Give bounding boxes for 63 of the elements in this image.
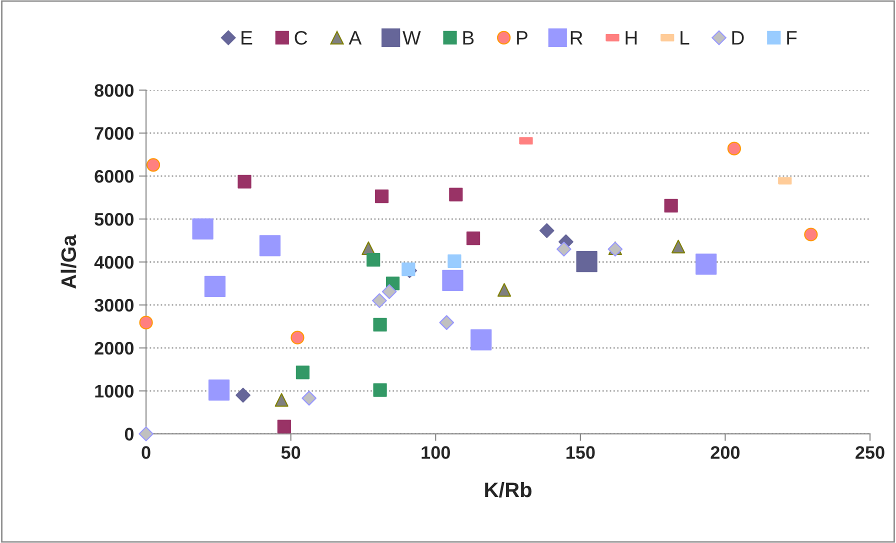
y-tick-label: 4000: [94, 256, 134, 269]
point: [192, 218, 214, 240]
y-tick-label: 7000: [94, 127, 134, 140]
point: [236, 388, 250, 403]
x-tick-label: 50: [281, 446, 300, 459]
point: [497, 283, 512, 297]
legend-label: H: [626, 31, 637, 45]
point: [259, 235, 281, 256]
point: [204, 276, 226, 298]
point: [374, 189, 389, 204]
legend-label: E: [242, 31, 252, 45]
legend-label: A: [348, 31, 362, 45]
x-tick-label: 200: [710, 446, 740, 459]
point: [696, 254, 717, 275]
point: [439, 315, 454, 330]
point: [470, 329, 492, 350]
point: [366, 253, 380, 267]
point: [664, 198, 678, 213]
legend-label: W: [402, 31, 421, 45]
point: [442, 270, 464, 292]
point: [138, 426, 154, 442]
point: [539, 223, 554, 238]
point: [372, 293, 387, 308]
x-tick-label: 150: [566, 446, 595, 459]
point: [302, 390, 317, 406]
point: [296, 366, 310, 380]
point: [672, 240, 686, 254]
y-axis-title: Al/Ga: [60, 234, 76, 289]
point: [576, 251, 598, 272]
point: [556, 242, 572, 257]
legend-label: R: [570, 31, 582, 45]
point: [238, 174, 252, 188]
x-axis-title: K/Rb: [485, 482, 532, 498]
x-tick-label: 250: [856, 446, 884, 459]
point: [448, 254, 462, 268]
legend-label: C: [294, 30, 308, 45]
point: [449, 188, 463, 202]
point: [382, 284, 397, 300]
y-tick-label: 1000: [95, 384, 134, 398]
y-tick-label: 8000: [94, 84, 134, 97]
point: [290, 330, 304, 344]
legend-label: P: [517, 31, 528, 45]
x-tick-label: 0: [142, 446, 150, 459]
x-tick-label: 100: [422, 446, 450, 459]
legend-label: D: [732, 31, 744, 45]
y-tick-label: 6000: [94, 170, 134, 183]
point: [274, 393, 288, 407]
point: [146, 158, 160, 172]
point: [373, 383, 387, 397]
y-tick-label: 0: [124, 428, 134, 441]
point: [373, 318, 387, 332]
point: [804, 228, 818, 242]
point: [208, 379, 230, 401]
point: [727, 142, 742, 156]
legend-label: L: [680, 31, 690, 45]
y-tick-label: 3000: [94, 298, 134, 312]
point: [139, 316, 153, 330]
legend-label: F: [787, 31, 797, 45]
point: [277, 420, 291, 434]
y-tick-label: 2000: [94, 342, 134, 355]
y-tick-label: 5000: [94, 212, 134, 226]
legend-label: B: [463, 31, 474, 45]
point: [466, 232, 480, 246]
